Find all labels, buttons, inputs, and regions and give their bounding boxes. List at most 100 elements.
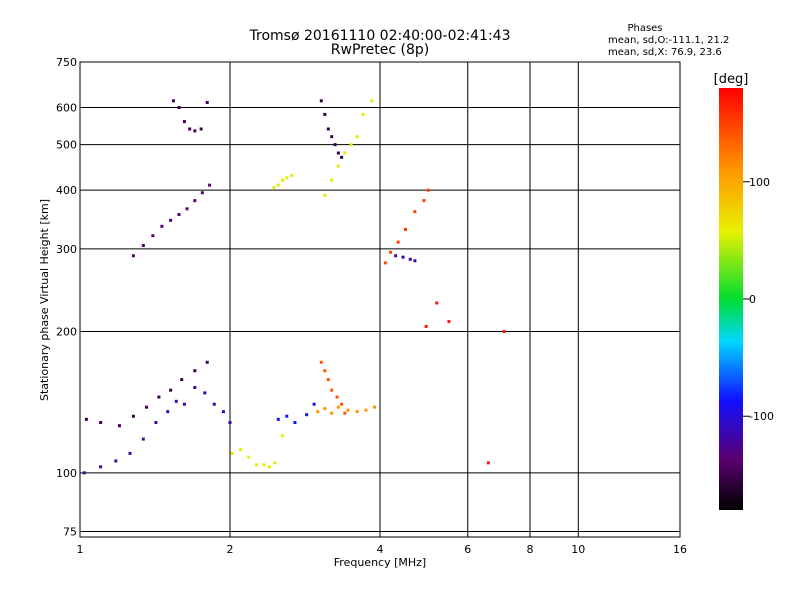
data-points	[82, 99, 506, 475]
data-point	[185, 207, 189, 211]
data-point	[177, 213, 181, 217]
data-point	[293, 420, 297, 424]
data-point	[349, 143, 353, 147]
data-point	[117, 424, 121, 428]
data-point	[131, 414, 135, 418]
data-point	[182, 120, 186, 124]
stats-title: Phases	[627, 23, 662, 34]
data-point	[141, 437, 145, 441]
data-point	[273, 461, 277, 465]
data-point	[323, 112, 327, 116]
data-point	[145, 405, 149, 409]
chart-title: Tromsø 20161110 02:40:00-02:41:43	[249, 28, 511, 44]
colorbar-label: [deg]	[714, 72, 749, 87]
data-point	[319, 99, 323, 103]
colorbar-tick-label: 100	[749, 176, 770, 189]
data-point	[267, 465, 271, 469]
data-point	[157, 395, 161, 399]
data-point	[281, 434, 285, 438]
y-tick-label: 75	[63, 525, 77, 538]
data-point	[330, 388, 334, 392]
data-point	[128, 451, 132, 455]
data-point	[336, 151, 340, 155]
data-point	[180, 378, 184, 382]
data-point	[396, 240, 400, 244]
data-point	[276, 417, 280, 421]
y-tick-label: 400	[56, 184, 77, 197]
y-tick-labels: 75 100 200 300 400 500 600 750	[56, 56, 77, 538]
data-point	[199, 127, 203, 131]
data-point	[330, 411, 334, 415]
x-tick-label: 1	[77, 543, 84, 556]
data-point	[403, 227, 407, 231]
x-tick-label: 6	[464, 543, 471, 556]
data-point	[99, 420, 103, 424]
data-point	[285, 176, 289, 180]
data-point	[355, 410, 359, 414]
data-point	[336, 164, 340, 168]
data-point	[154, 420, 158, 424]
data-point	[208, 183, 212, 187]
data-point	[262, 463, 266, 467]
x-tick-label: 16	[673, 543, 687, 556]
x-axis-label: Frequency [MHz]	[334, 556, 426, 569]
stats-line-x: mean, sd,X: 76.9, 23.6	[608, 47, 722, 58]
data-point	[323, 369, 327, 373]
data-point	[205, 360, 209, 364]
data-point	[330, 135, 334, 139]
grid-lines	[80, 62, 680, 537]
data-point	[373, 405, 377, 409]
y-tick-label: 200	[56, 326, 77, 339]
data-point	[82, 471, 86, 475]
data-point	[171, 99, 175, 103]
data-point	[502, 330, 506, 334]
data-point	[326, 378, 330, 382]
data-point	[413, 259, 417, 263]
data-point	[330, 178, 334, 182]
data-point	[84, 417, 88, 421]
data-point	[221, 410, 225, 414]
data-point	[383, 261, 387, 265]
data-point	[169, 388, 173, 392]
data-point	[174, 399, 178, 403]
data-point	[169, 218, 173, 222]
y-tick-label: 300	[56, 243, 77, 256]
data-point	[230, 451, 234, 455]
colorbar-tick-label: -100	[749, 410, 774, 423]
x-tick-label: 2	[227, 543, 234, 556]
data-point	[326, 127, 330, 131]
data-point	[200, 191, 204, 195]
data-point	[394, 254, 398, 258]
data-point	[424, 324, 428, 328]
data-point	[401, 255, 405, 259]
y-tick-label: 750	[56, 56, 77, 69]
data-point	[343, 411, 347, 415]
data-point	[426, 188, 430, 192]
data-point	[323, 193, 327, 197]
data-point	[389, 250, 393, 254]
data-point	[193, 199, 197, 203]
data-point	[290, 173, 294, 177]
data-point	[212, 402, 216, 406]
data-point	[151, 234, 155, 238]
data-point	[182, 402, 186, 406]
data-point	[272, 186, 276, 190]
y-tick-label: 500	[56, 139, 77, 152]
colorbar	[719, 88, 743, 510]
data-point	[346, 408, 350, 412]
data-point	[305, 413, 309, 417]
data-point	[205, 100, 209, 104]
data-point	[193, 369, 197, 373]
y-axis-label: Stationary phase Virtual Height [km]	[38, 199, 51, 401]
chart-subtitle: RwPretec (8p)	[331, 42, 429, 58]
data-point	[131, 254, 135, 258]
x-tick-label: 4	[377, 543, 384, 556]
y-tick-label: 600	[56, 101, 77, 114]
colorbar-tick-label: 0	[749, 293, 756, 306]
data-point	[316, 410, 320, 414]
data-point	[177, 105, 181, 109]
x-tick-labels: 1 2 4 6 8 10 16	[77, 543, 688, 556]
data-point	[254, 463, 258, 467]
data-point	[413, 210, 417, 214]
data-point	[335, 395, 339, 399]
